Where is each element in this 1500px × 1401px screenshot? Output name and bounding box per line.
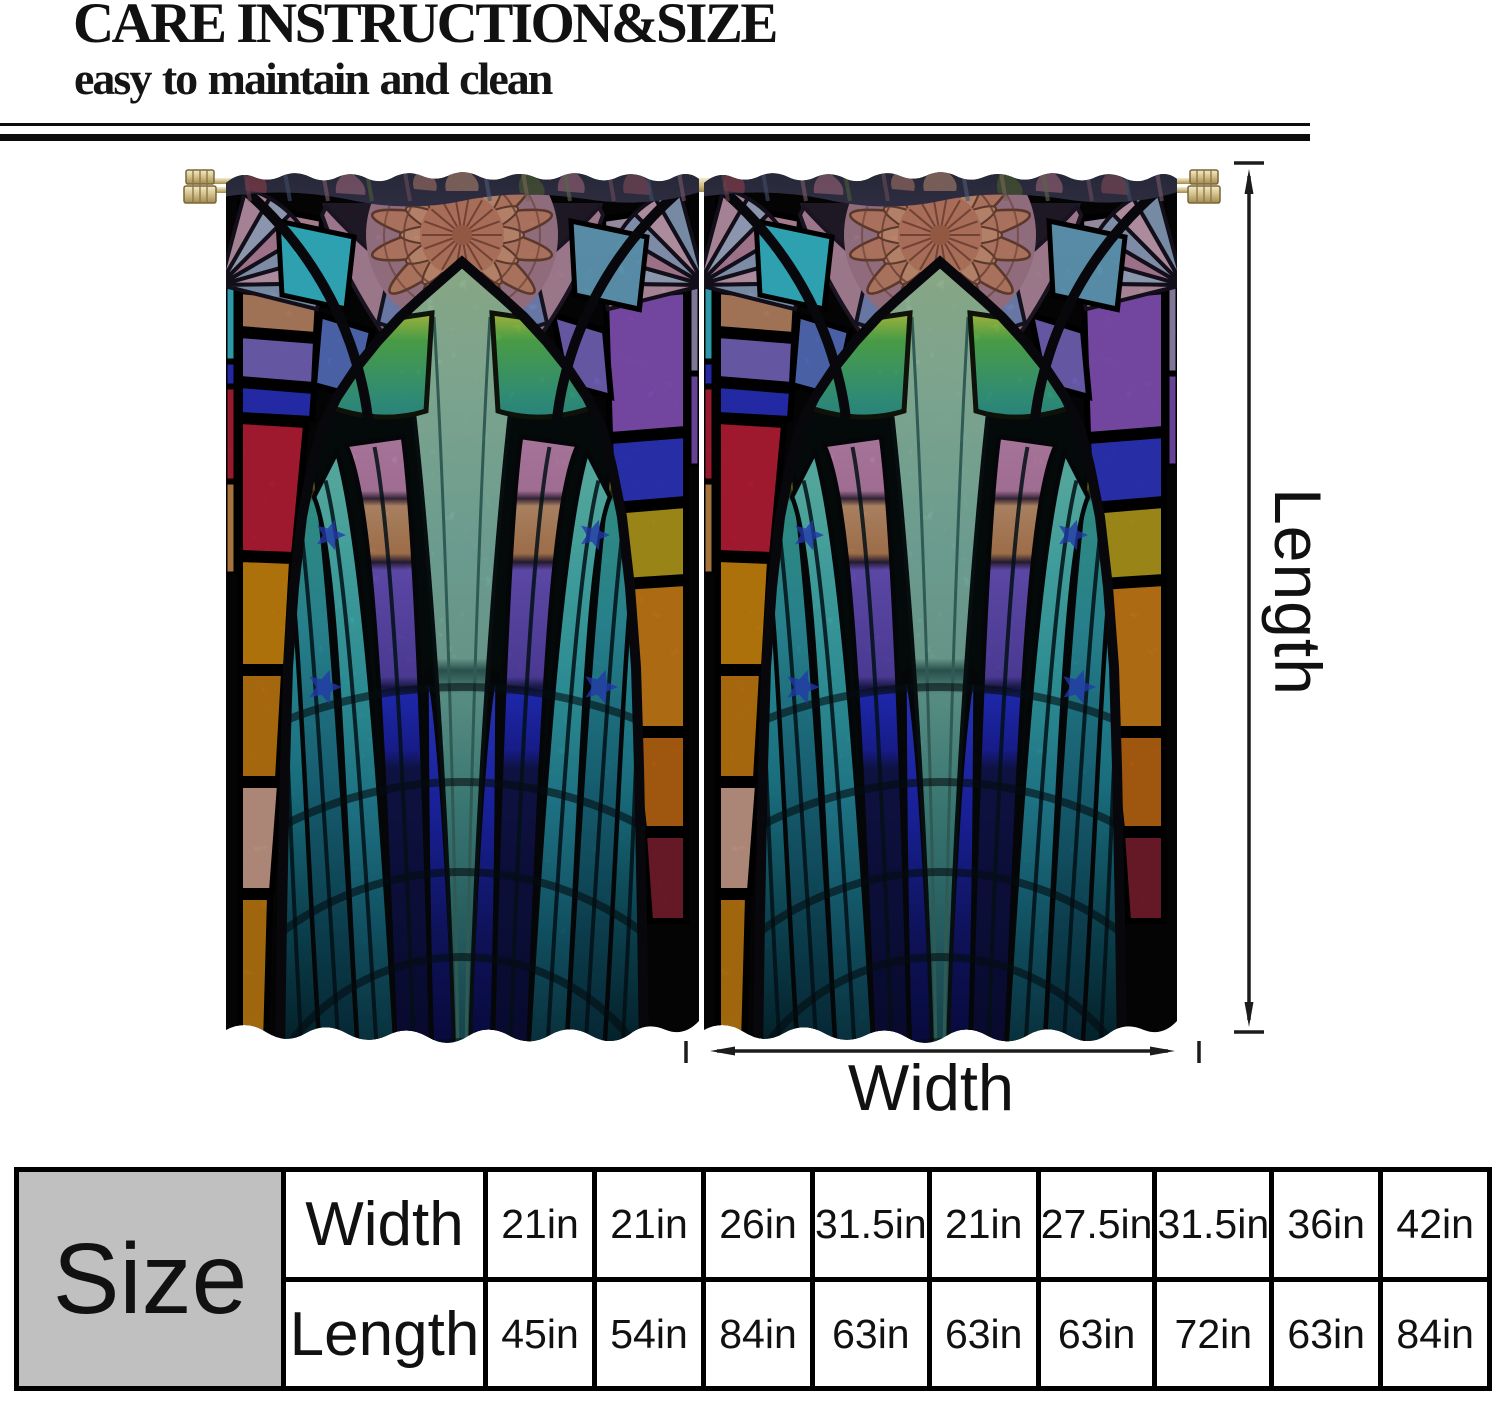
svg-text:Width: Width (848, 1051, 1014, 1124)
svg-text:Length: Length (1261, 488, 1335, 696)
